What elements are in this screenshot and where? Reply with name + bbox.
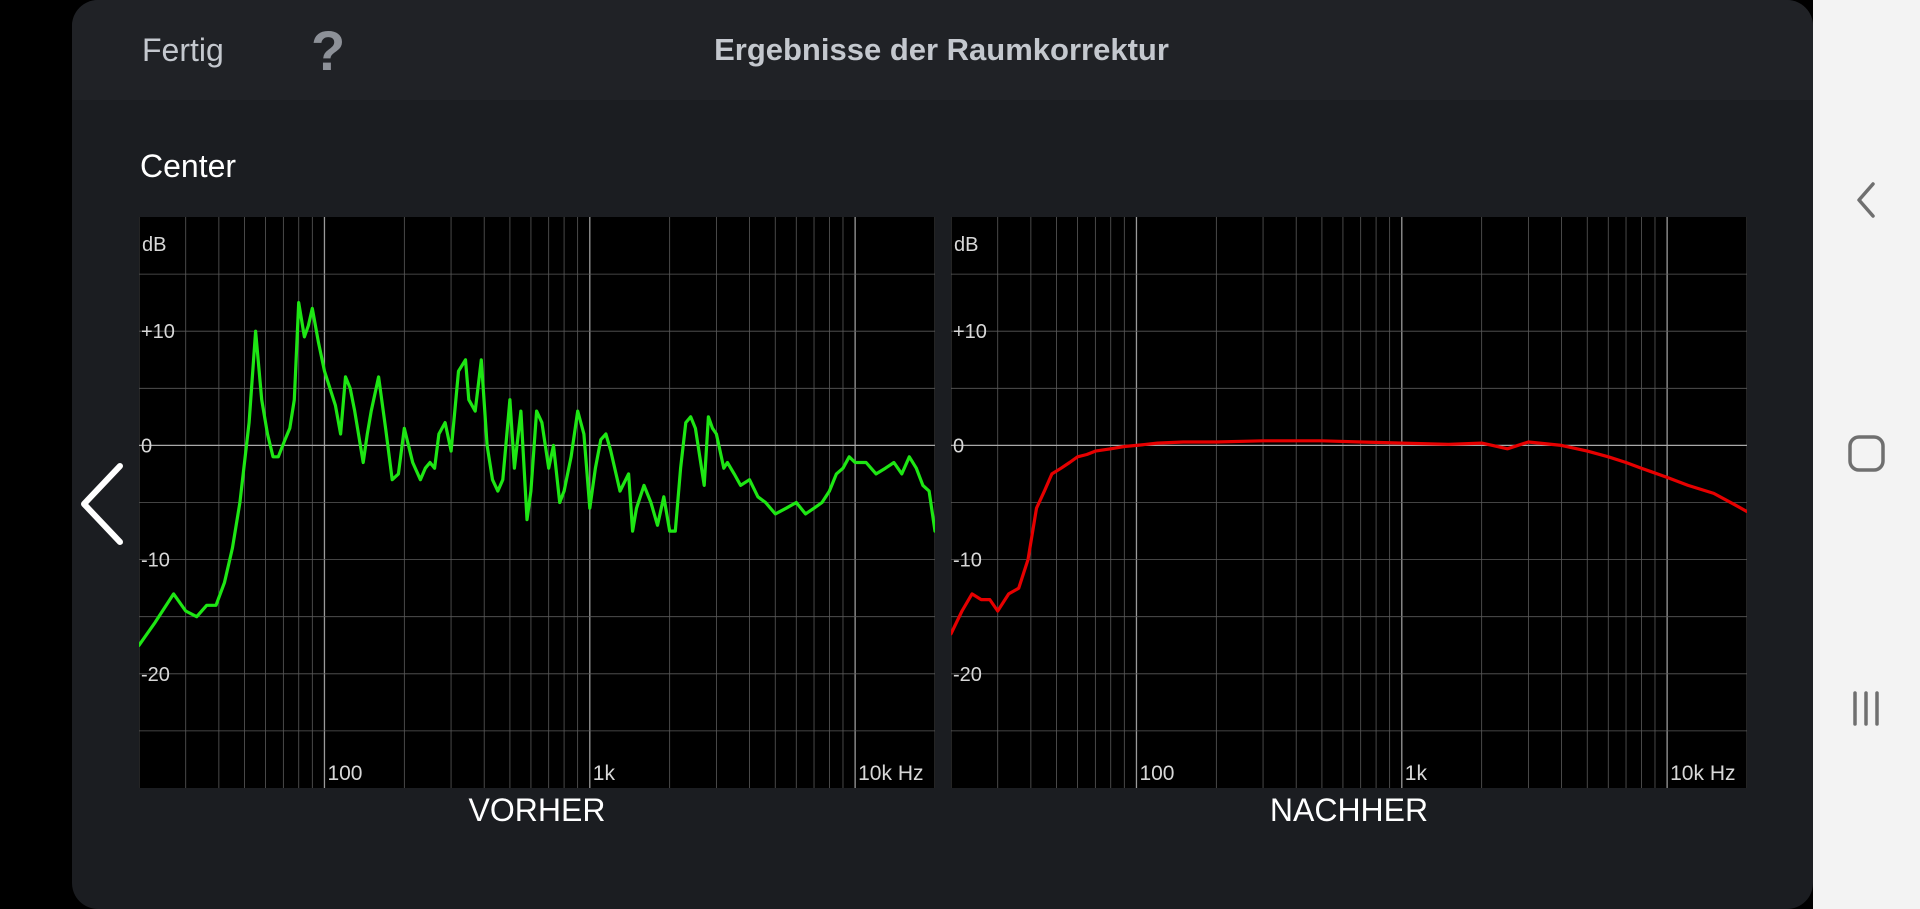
x-tick-label: 10k Hz [1670,762,1735,785]
y-tick-label: -20 [141,664,170,686]
chart-before: dB +10 0 -10 -20 100 1k 10k Hz [139,217,935,788]
help-button[interactable]: ? [311,19,346,82]
x-tick-label: 100 [1139,762,1174,785]
chart-caption-before: VORHER [468,792,606,828]
x-tick-label: 1k [1405,762,1428,785]
top-bar [72,0,1813,100]
page-title: Ergebnisse der Raumkorrektur [714,32,1169,67]
x-tick-label: 1k [593,762,616,785]
recents-icon[interactable] [1813,684,1920,734]
y-tick-label: 0 [953,435,964,457]
system-nav-bar [1813,0,1920,909]
before-response-curve [139,300,935,647]
chart-svg: dB +10 0 -10 -20 100 1k 10k Hz [951,217,1747,788]
chart-after: dB +10 0 -10 -20 100 1k 10k Hz [951,217,1747,788]
y-tick-label: -20 [953,664,982,686]
channel-label: Center [140,148,237,184]
y-tick-label: +10 [141,321,175,343]
y-tick-label: 0 [141,435,152,457]
chart-caption-after: NACHHER [1269,792,1429,828]
y-tick-label: -10 [953,550,982,572]
after-response-curve [951,439,1747,636]
y-tick-label: +10 [953,321,987,343]
home-icon[interactable] [1813,430,1920,478]
chart-svg: dB +10 0 -10 -20 100 1k 10k Hz [139,217,935,788]
back-icon[interactable] [1813,172,1920,228]
done-button[interactable]: Fertig [142,32,224,68]
x-tick-label: 10k Hz [858,762,923,785]
y-tick-label: -10 [141,550,170,572]
y-axis-label: dB [142,234,166,256]
chevron-left-icon[interactable] [78,462,126,546]
y-axis-label: dB [954,234,978,256]
x-tick-label: 100 [327,762,362,785]
